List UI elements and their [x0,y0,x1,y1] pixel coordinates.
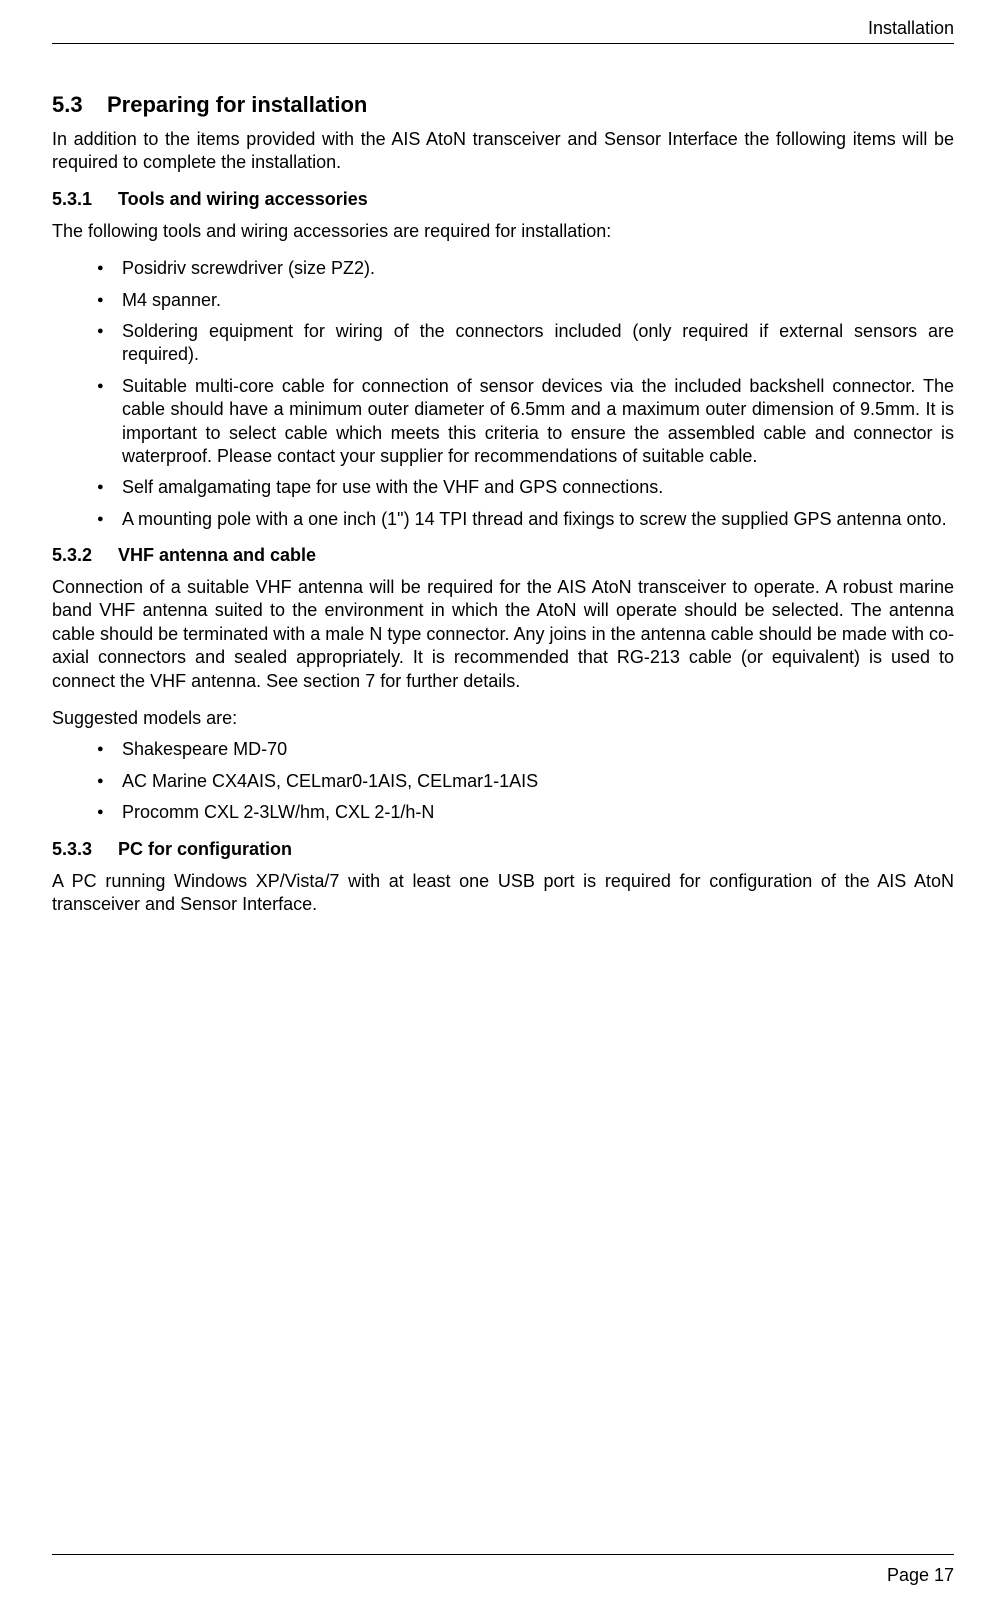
list-item: Soldering equipment for wiring of the co… [97,320,954,367]
page-footer: Page 17 [52,1554,954,1586]
subsection-number: 5.3.3 [52,839,118,860]
subsection-2-para: Connection of a suitable VHF antenna wil… [52,576,954,693]
subsection-title: VHF antenna and cable [118,545,316,566]
section-heading: 5.3 Preparing for installation [52,92,954,118]
subsection-heading-2: 5.3.2 VHF antenna and cable [52,545,954,566]
chapter-title: Installation [868,18,954,38]
models-list: Shakespeare MD-70 AC Marine CX4AIS, CELm… [52,738,954,824]
suggested-models-label: Suggested models are: [52,707,954,730]
subsection-heading-3: 5.3.3 PC for configuration [52,839,954,860]
subsection-1-intro: The following tools and wiring accessori… [52,220,954,243]
subsection-heading-1: 5.3.1 Tools and wiring accessories [52,189,954,210]
subsection-title: PC for configuration [118,839,292,860]
section-title: Preparing for installation [107,92,367,118]
list-item: M4 spanner. [97,289,954,312]
section-intro: In addition to the items provided with t… [52,128,954,175]
list-item: Procomm CXL 2-3LW/hm, CXL 2-1/h-N [97,801,954,824]
section-number: 5.3 [52,92,107,118]
tools-list: Posidriv screwdriver (size PZ2). M4 span… [52,257,954,531]
list-item: Posidriv screwdriver (size PZ2). [97,257,954,280]
list-item: Shakespeare MD-70 [97,738,954,761]
subsection-number: 5.3.1 [52,189,118,210]
subsection-number: 5.3.2 [52,545,118,566]
list-item: Self amalgamating tape for use with the … [97,476,954,499]
subsection-title: Tools and wiring accessories [118,189,368,210]
subsection-3-para: A PC running Windows XP/Vista/7 with at … [52,870,954,917]
list-item: A mounting pole with a one inch (1") 14 … [97,508,954,531]
list-item: AC Marine CX4AIS, CELmar0-1AIS, CELmar1-… [97,770,954,793]
page-content: 5.3 Preparing for installation In additi… [52,44,954,916]
page-header: Installation [52,0,954,44]
list-item: Suitable multi-core cable for connection… [97,375,954,469]
page-number: Page 17 [887,1565,954,1585]
